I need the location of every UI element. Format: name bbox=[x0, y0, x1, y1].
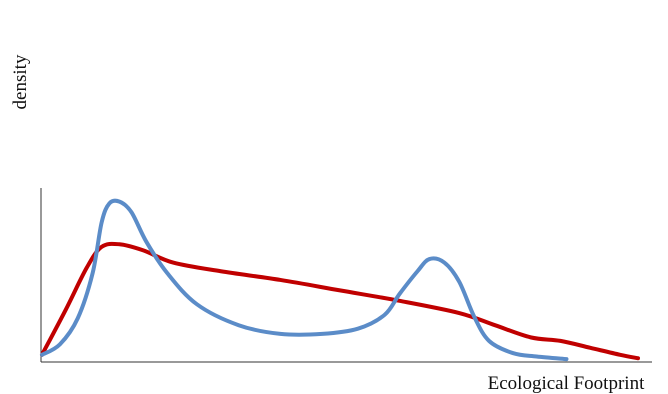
y-axis-title: density bbox=[10, 54, 31, 109]
x-axis-title: Ecological Footprint bbox=[488, 373, 645, 394]
series-line-1 bbox=[40, 241, 640, 361]
series-layer bbox=[40, 198, 640, 362]
series-line-2 bbox=[40, 198, 569, 362]
